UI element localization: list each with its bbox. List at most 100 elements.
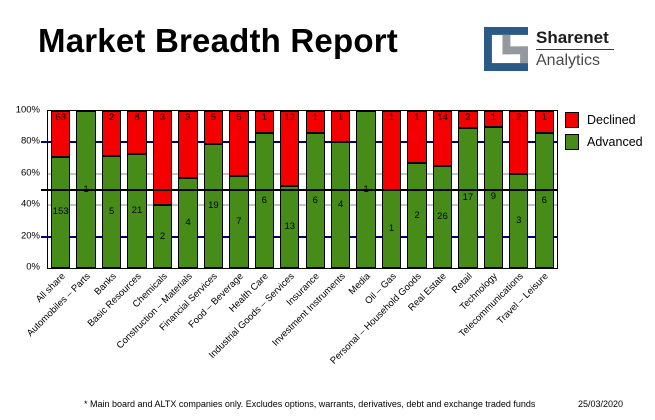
declined-count-label: 1 xyxy=(312,112,318,123)
advanced-count-label: 7 xyxy=(236,216,242,228)
declined-count-label: 1 xyxy=(490,112,496,123)
declined-segment xyxy=(51,111,71,157)
declined-segment xyxy=(330,111,351,143)
declined-segment xyxy=(178,111,198,179)
declined-segment xyxy=(407,111,427,164)
y-axis-label: 0% xyxy=(26,261,40,273)
x-axis-label: Personal – Household Goods xyxy=(328,271,424,367)
advanced-count-label: 19 xyxy=(208,199,219,211)
declined-count-label: 2 xyxy=(516,112,522,123)
declined-count-label: 1 xyxy=(338,112,344,123)
advanced-count-label: 4 xyxy=(185,217,191,229)
advanced-count-label: 2 xyxy=(159,230,166,242)
advanced-segment xyxy=(203,143,224,268)
declined-count-label: 3 xyxy=(159,112,166,123)
advanced-count-label: 13 xyxy=(284,221,296,233)
fifty-percent-line xyxy=(41,188,557,191)
legend-item-advanced: Advanced xyxy=(565,134,643,150)
x-axis-label: Travel – Leisure xyxy=(495,271,552,327)
advanced-count-label: 9 xyxy=(490,191,496,203)
advanced-count-label: 153 xyxy=(52,206,69,218)
advanced-segment xyxy=(534,133,554,268)
legend-label-advanced: Advanced xyxy=(587,135,643,149)
footnote: * Main board and ALTX companies only. Ex… xyxy=(84,399,536,409)
advanced-swatch xyxy=(565,134,579,150)
declined-segment xyxy=(152,111,173,206)
legend-label-declined: Declined xyxy=(587,113,636,127)
x-axis-label: Technology xyxy=(458,271,501,313)
y-axis: 100% 80% 60% 40% 20% 0% xyxy=(0,105,43,273)
y-axis-label: 80% xyxy=(20,135,40,147)
advanced-count-label: 26 xyxy=(437,210,448,222)
bar-cell: 63 153 xyxy=(48,111,73,268)
declined-segment xyxy=(483,111,504,127)
advanced-count-label: 3 xyxy=(516,214,522,226)
declined-count-label: 3 xyxy=(185,112,191,123)
declined-count-label: 8 xyxy=(134,112,140,123)
declined-segment xyxy=(534,111,554,134)
sharenet-logo-text: Sharenet Analytics xyxy=(536,28,614,70)
declined-segment xyxy=(432,111,453,166)
declined-segment xyxy=(127,111,147,155)
declined-segment xyxy=(305,111,325,134)
advanced-count-label: 4 xyxy=(338,199,344,211)
y-axis-label: 20% xyxy=(20,230,40,242)
declined-segment xyxy=(509,111,529,174)
bar-cell: 2 17 xyxy=(455,111,480,268)
y-axis-label: 60% xyxy=(20,167,40,179)
x-axis-label: Insurance xyxy=(284,271,322,309)
bar-cell: 5 19 xyxy=(201,111,226,268)
declined-count-label: 12 xyxy=(284,112,296,123)
declined-count-label: 63 xyxy=(55,112,66,123)
declined-count-label: 1 xyxy=(388,112,395,123)
declined-count-label: 5 xyxy=(236,112,242,123)
y-axis-label: 100% xyxy=(15,104,40,116)
y-axis-label: 40% xyxy=(20,198,40,210)
x-axis-label: Basic Resources xyxy=(85,271,144,330)
advanced-segment xyxy=(305,133,325,268)
logo-divider xyxy=(536,49,614,50)
declined-segment xyxy=(229,111,249,177)
advanced-segment xyxy=(178,178,198,268)
declined-count-label: 2 xyxy=(465,112,471,123)
x-axis-label: Chemicals xyxy=(130,271,170,311)
x-axis-label: Construction – Materials xyxy=(114,271,195,352)
page-title: Market Breadth Report xyxy=(38,22,398,59)
x-axis-label: Automobiles – Parts xyxy=(25,271,93,339)
x-axis-label: Financial Services xyxy=(157,271,221,334)
bar-cell: 8 21 xyxy=(124,111,149,268)
declined-count-label: 1 xyxy=(541,112,547,123)
legend-item-declined: Declined xyxy=(565,112,643,128)
bar-cell: 12 13 xyxy=(277,111,302,268)
legend: Declined Advanced xyxy=(565,112,643,156)
declined-swatch xyxy=(565,112,579,128)
advanced-count-label: 21 xyxy=(131,205,143,217)
declined-count-label: 5 xyxy=(210,112,217,123)
advanced-segment xyxy=(254,133,274,268)
x-axis-label: Banks xyxy=(91,271,119,298)
advanced-segment xyxy=(152,205,173,268)
sharenet-logo-icon xyxy=(484,27,528,71)
advanced-count-label: 17 xyxy=(462,191,474,203)
x-axis-label: All share xyxy=(33,271,68,305)
x-axis-label: Industrial Goods – Services xyxy=(206,271,297,361)
gridline-silver xyxy=(48,172,557,175)
x-axis-label: Real Estate xyxy=(406,271,450,314)
advanced-segment xyxy=(229,176,249,268)
x-axis-label: Food – Beverage xyxy=(186,271,246,331)
advanced-segment xyxy=(127,154,147,268)
x-axis-label: Telecommunications xyxy=(456,271,526,340)
x-axis-label: Oil – Gas xyxy=(362,271,399,307)
advanced-segment xyxy=(280,186,300,268)
advanced-segment xyxy=(458,127,478,268)
advanced-segment xyxy=(101,155,122,268)
declined-segment xyxy=(280,111,300,187)
